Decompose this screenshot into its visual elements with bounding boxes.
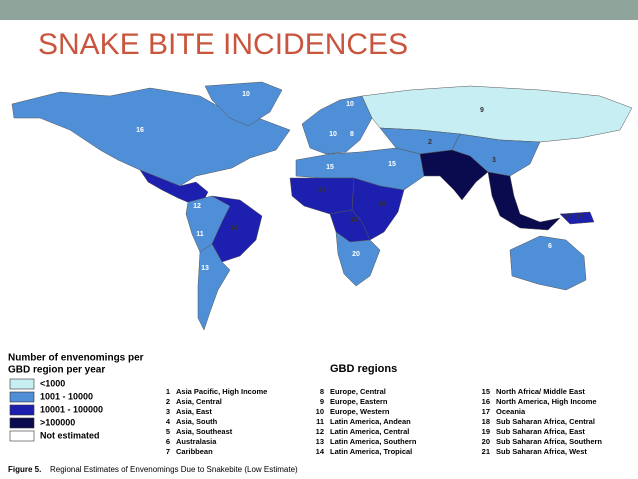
- map-label: 2: [428, 139, 432, 146]
- region-name: Europe, Western: [330, 407, 390, 416]
- region-number: 14: [316, 447, 325, 456]
- map-label: 10: [329, 131, 337, 138]
- map-region: [197, 243, 231, 331]
- map-region: [211, 195, 263, 263]
- region-number: 15: [482, 387, 490, 396]
- legend-label: Not estimated: [40, 430, 100, 440]
- region-number: 9: [320, 397, 324, 406]
- region-number: 13: [316, 437, 324, 446]
- region-number: 8: [320, 387, 324, 396]
- legend-label: <1000: [40, 378, 65, 388]
- region-number: 11: [316, 417, 324, 426]
- world-map: 10 16 9 10 10 8 2 15 15 3 21 19 18 12 11 14 20 13 6 17 17: [11, 81, 633, 331]
- map-label: 15: [326, 164, 334, 171]
- map-region: [419, 149, 489, 201]
- legend-title: Number of envenomings per: [8, 353, 144, 364]
- region-name: Latin America, Andean: [330, 417, 411, 426]
- region-number: 5: [166, 427, 170, 436]
- region-name: Latin America, Tropical: [330, 447, 412, 456]
- region-name: Latin America, Central: [330, 427, 409, 436]
- map-region: [295, 147, 425, 191]
- map-label: 9: [480, 107, 484, 114]
- legend-label: 1001 - 10000: [40, 391, 93, 401]
- region-name: North America, High Income: [496, 397, 597, 406]
- region-number: 17: [482, 407, 490, 416]
- region-name: Sub Saharan Africa, Central: [496, 417, 595, 426]
- region-name: North Africa/ Middle East: [496, 387, 585, 396]
- region-number: 12: [316, 427, 324, 436]
- region-name: Asia, South: [176, 417, 218, 426]
- region-name: Sub Saharan Africa, Southern: [496, 437, 602, 446]
- map-region: [289, 177, 355, 215]
- legend-label: >100000: [40, 417, 75, 427]
- map-label: 3: [492, 157, 496, 164]
- region-name: Caribbean: [176, 447, 213, 456]
- map-label: 11: [196, 231, 204, 238]
- map-label: 14: [230, 225, 238, 232]
- region-name: Sub Saharan Africa, West: [496, 447, 587, 456]
- region-number: 1: [166, 387, 170, 396]
- region-number: 3: [166, 407, 170, 416]
- legend-swatch: [9, 404, 35, 416]
- region-name: Asia Pacific, High Income: [176, 387, 267, 396]
- slide-title: SNAKE BITE INCIDENCES: [38, 28, 408, 61]
- map-label: 10: [242, 91, 250, 98]
- legend-swatch: [9, 378, 35, 390]
- caption-text: Regional Estimates of Envenomings Due to…: [50, 465, 298, 474]
- map-label: 6: [548, 243, 552, 250]
- map-label: 16: [136, 127, 144, 134]
- region-number: 6: [166, 437, 170, 446]
- map-label: 15: [388, 161, 396, 168]
- map-label: 17: [576, 214, 584, 221]
- map-label: 20: [352, 251, 360, 258]
- map-region: [559, 211, 595, 225]
- region-number: 2: [166, 397, 170, 406]
- top-band: [0, 0, 638, 20]
- legend: Number of envenomings per GBD region per…: [8, 353, 144, 442]
- regions-heading: GBD regions: [330, 363, 397, 375]
- map-region: [11, 87, 291, 187]
- map-region: [301, 95, 373, 155]
- region-name: Latin America, Southern: [330, 437, 417, 446]
- map-region: [335, 231, 381, 287]
- map-region: [487, 171, 561, 231]
- region-number: 21: [482, 447, 490, 456]
- legend-label: 10001 - 100000: [40, 404, 103, 414]
- caption-label: Figure 5.: [8, 465, 41, 474]
- legend-swatch: [9, 417, 35, 429]
- region-number: 10: [316, 407, 324, 416]
- legend-swatch: [9, 430, 35, 442]
- map-label: 18: [350, 217, 358, 224]
- map-label: 10: [346, 101, 354, 108]
- region-name: Asia, Southeast: [176, 427, 233, 436]
- map-label: 19: [378, 201, 386, 208]
- region-number: 4: [166, 417, 171, 426]
- region-list: 1 Asia Pacific, High Income 2 Asia, Central…: [166, 387, 603, 456]
- region-number: 18: [482, 417, 490, 426]
- map-label: 12: [193, 203, 201, 210]
- map-label: 8: [350, 131, 354, 138]
- map-label: 17: [564, 214, 572, 221]
- map-label: 21: [318, 187, 326, 194]
- legend-swatch: [9, 391, 35, 403]
- region-number: 20: [482, 437, 490, 446]
- map-region: [509, 235, 587, 291]
- region-name: Europe, Central: [330, 387, 386, 396]
- region-number: 16: [482, 397, 490, 406]
- region-name: Sub Saharan Africa, East: [496, 427, 585, 436]
- region-name: Asia, Central: [176, 397, 222, 406]
- region-name: Oceania: [496, 407, 526, 416]
- region-name: Australasia: [176, 437, 217, 446]
- region-name: Asia, East: [176, 407, 212, 416]
- legend-title: GBD region per year: [8, 365, 105, 376]
- region-number: 7: [166, 447, 170, 456]
- region-number: 19: [482, 427, 490, 436]
- map-label: 13: [201, 265, 209, 272]
- map-region: [204, 81, 283, 127]
- region-name: Europe, Eastern: [330, 397, 388, 406]
